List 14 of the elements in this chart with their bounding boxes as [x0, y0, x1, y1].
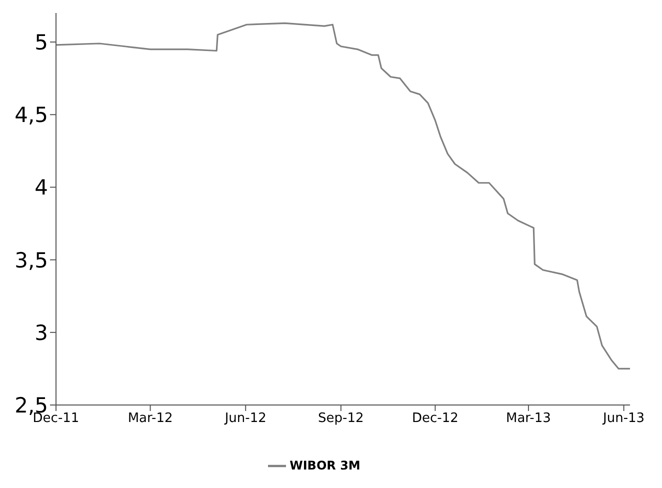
y-tick-label: 4,5	[14, 103, 48, 128]
x-tick-label: Dec-11	[32, 411, 80, 426]
y-tick-label: 3	[34, 320, 48, 345]
y-tick-label: 5	[34, 30, 48, 54]
x-tick-label: Jun-12	[224, 411, 266, 426]
legend-label: WIBOR 3M	[290, 458, 360, 472]
x-tick-label: Jun-13	[602, 411, 645, 426]
y-tick-label: 3,5	[14, 248, 48, 272]
y-tick-label: 4	[34, 176, 48, 200]
x-tick-label: Mar-12	[128, 411, 173, 426]
x-tick-label: Sep-12	[318, 411, 364, 426]
line-series	[56, 22, 630, 370]
x-tick-label: Mar-13	[506, 411, 551, 426]
x-tick-label: Dec-12	[412, 411, 458, 426]
